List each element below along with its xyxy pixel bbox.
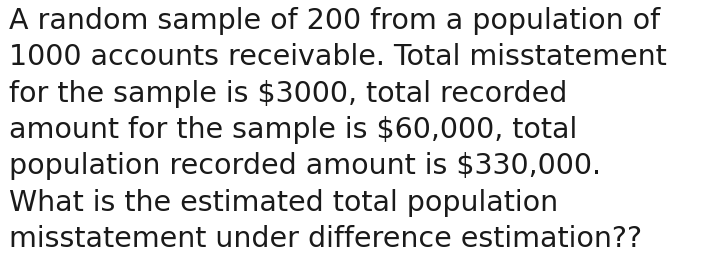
Text: A random sample of 200 from a population of
1000 accounts receivable. Total miss: A random sample of 200 from a population… [9, 7, 667, 253]
